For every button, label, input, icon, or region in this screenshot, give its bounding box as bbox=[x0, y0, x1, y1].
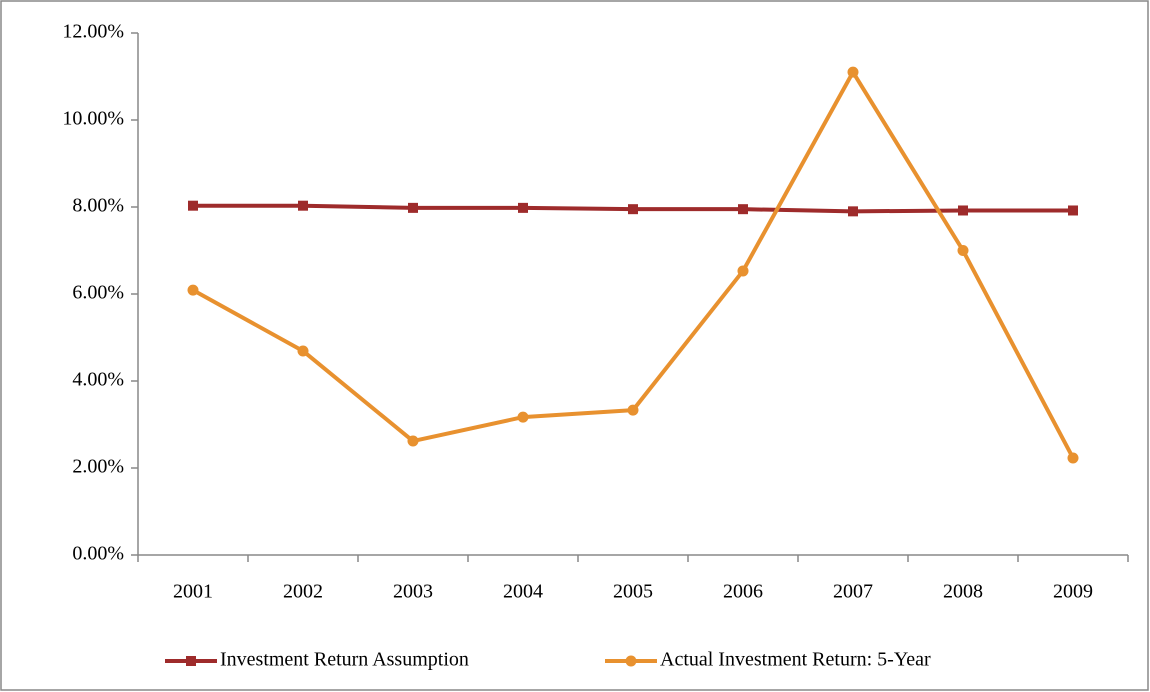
x-tick-label: 2009 bbox=[1053, 581, 1093, 603]
y-tick-label: 12.00% bbox=[62, 21, 124, 43]
data-point bbox=[187, 284, 199, 296]
x-tick-label: 2001 bbox=[173, 581, 213, 603]
legend-label: Investment Return Assumption bbox=[220, 649, 469, 671]
data-point bbox=[518, 202, 528, 213]
legend-label: Actual Investment Return: 5-Year bbox=[660, 649, 931, 671]
x-tick-label: 2007 bbox=[833, 581, 873, 603]
data-point bbox=[297, 345, 309, 357]
y-tick-label: 2.00% bbox=[72, 456, 124, 478]
data-point bbox=[407, 435, 419, 447]
x-tick-label: 2008 bbox=[943, 581, 983, 603]
x-tick-label: 2006 bbox=[723, 581, 763, 603]
data-point bbox=[848, 206, 858, 217]
y-tick-label: 4.00% bbox=[72, 369, 124, 391]
x-tick-label: 2003 bbox=[393, 581, 433, 603]
data-point bbox=[628, 204, 638, 215]
data-point bbox=[188, 200, 198, 211]
data-point bbox=[1067, 452, 1079, 464]
x-tick-label: 2002 bbox=[283, 581, 323, 603]
legend-marker bbox=[186, 656, 196, 666]
data-point bbox=[958, 205, 968, 216]
data-point bbox=[1068, 205, 1078, 216]
x-tick-label: 2005 bbox=[613, 581, 653, 603]
data-point bbox=[298, 200, 308, 211]
data-point bbox=[847, 66, 859, 78]
data-point bbox=[957, 245, 969, 256]
data-point bbox=[408, 202, 418, 213]
legend-marker bbox=[625, 655, 637, 667]
x-tick-label: 2004 bbox=[503, 581, 543, 603]
data-point bbox=[517, 411, 529, 423]
y-tick-label: 10.00% bbox=[62, 108, 124, 130]
data-point bbox=[737, 265, 749, 277]
data-point bbox=[738, 204, 748, 215]
data-point bbox=[627, 404, 639, 416]
y-tick-label: 6.00% bbox=[72, 282, 124, 304]
y-tick-label: 8.00% bbox=[72, 195, 124, 217]
y-tick-label: 0.00% bbox=[72, 543, 124, 565]
